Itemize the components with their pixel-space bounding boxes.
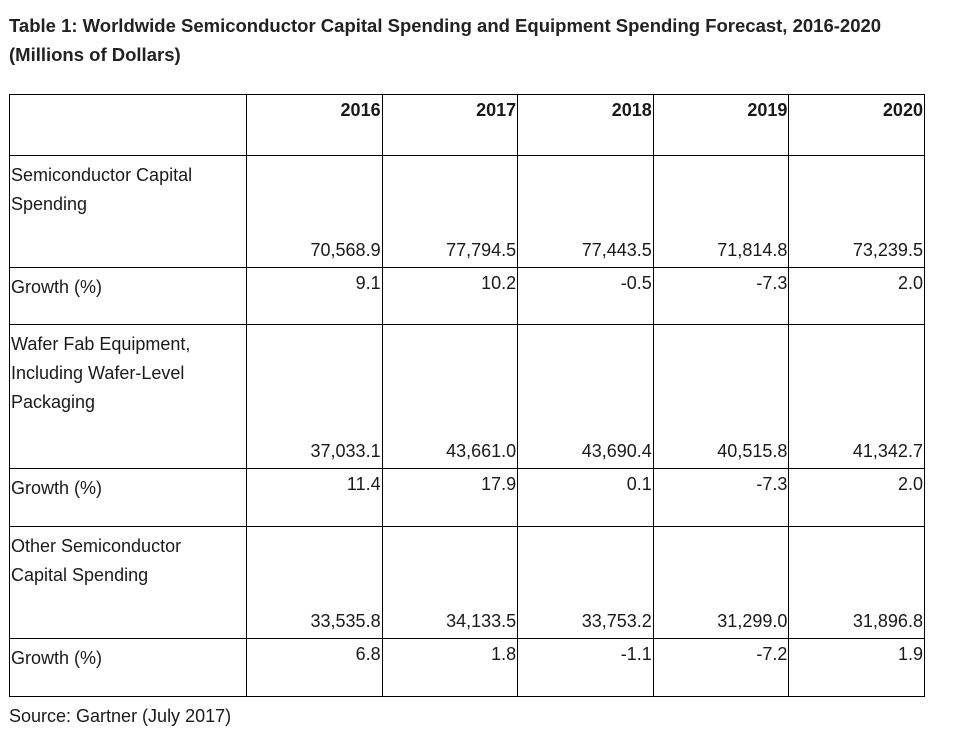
table-cell: 10.2	[381, 267, 519, 325]
table-cell: -0.5	[517, 267, 654, 325]
table-cell: 73,239.5	[788, 155, 925, 268]
table-cell: 40,515.8	[652, 324, 790, 469]
table-cell: 77,794.5	[381, 155, 519, 268]
table-cell: 11.4	[246, 468, 383, 527]
table-cell: 43,690.4	[517, 324, 654, 469]
table-cell: -7.3	[652, 468, 790, 527]
row-label: Other Semiconductor Capital Spending	[9, 526, 247, 639]
table-row: Other Semiconductor Capital Spending 33,…	[9, 526, 925, 639]
table-cell: 77,443.5	[517, 155, 654, 268]
table-cell: 31,299.0	[652, 526, 790, 639]
row-label: Wafer Fab Equipment, Including Wafer-Lev…	[9, 324, 247, 469]
header-cell-year: 2017	[381, 94, 519, 156]
table-header-row: 2016 2017 2018 2019 2020	[9, 94, 925, 156]
source-note: Source: Gartner (July 2017)	[9, 706, 232, 726]
table-cell: 2.0	[788, 468, 925, 527]
table-row: Wafer Fab Equipment, Including Wafer-Lev…	[9, 324, 925, 469]
table-cell: 0.1	[517, 468, 654, 527]
header-cell-year: 2020	[788, 94, 925, 156]
table-cell: 6.8	[246, 638, 383, 697]
table-cell: 43,661.0	[381, 324, 519, 469]
header-cell-year: 2016	[246, 94, 383, 156]
header-cell-empty	[9, 94, 247, 156]
header-cell-year: 2018	[517, 94, 654, 156]
table-row: Growth (%) 9.1 10.2 -0.5 -7.3 2.0	[9, 267, 925, 325]
table-cell: 34,133.5	[381, 526, 519, 639]
table-cell: 70,568.9	[246, 155, 383, 268]
table-cell: 31,896.8	[788, 526, 925, 639]
table-cell: 2.0	[788, 267, 925, 325]
row-label: Growth (%)	[9, 468, 247, 527]
row-label: Growth (%)	[9, 267, 247, 325]
table-cell: -1.1	[517, 638, 654, 697]
table-title: Table 1: Worldwide Semiconductor Capital…	[9, 15, 882, 65]
header-cell-year: 2019	[652, 94, 790, 156]
table-cell: -7.2	[652, 638, 790, 697]
spending-table: 2016 2017 2018 2019 2020 Semiconductor C…	[9, 94, 925, 697]
row-label: Semiconductor Capital Spending	[9, 155, 247, 268]
table-cell: 41,342.7	[788, 324, 925, 469]
table-row: Growth (%) 6.8 1.8 -1.1 -7.2 1.9	[9, 638, 925, 697]
table-cell: 17.9	[381, 468, 519, 527]
table-cell: 37,033.1	[246, 324, 383, 469]
row-label: Growth (%)	[9, 638, 247, 697]
table-cell: 1.8	[381, 638, 519, 697]
table-cell: 71,814.8	[652, 155, 790, 268]
table-cell: 33,535.8	[246, 526, 383, 639]
table-cell: 1.9	[788, 638, 925, 697]
table-cell: 9.1	[246, 267, 383, 325]
table-row: Growth (%) 11.4 17.9 0.1 -7.3 2.0	[9, 468, 925, 527]
table-cell: 33,753.2	[517, 526, 654, 639]
table-row: Semiconductor Capital Spending 70,568.9 …	[9, 155, 925, 268]
table-cell: -7.3	[652, 267, 790, 325]
